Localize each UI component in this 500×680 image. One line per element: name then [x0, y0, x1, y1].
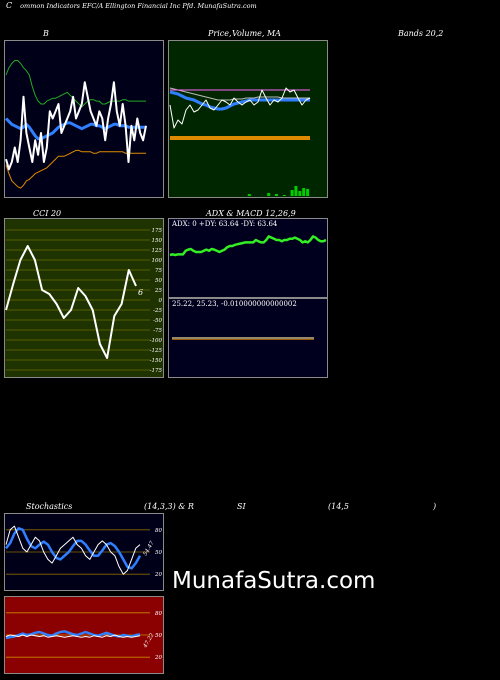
bollinger-lower-band	[5, 149, 146, 189]
cci-tick-label: 0	[159, 298, 163, 304]
adx-line	[169, 235, 327, 257]
cci-tick-label: 175	[152, 228, 163, 234]
cci-tick-label: 150	[152, 238, 163, 244]
price-ma-long-line	[169, 87, 310, 101]
cci-tick-label: 100	[152, 258, 163, 264]
bands-label: Bands 20,2	[398, 29, 444, 38]
volume-bar	[282, 195, 286, 196]
bollinger-upper-band	[5, 60, 146, 108]
bollinger-middle-band	[4, 117, 146, 141]
volume-bar	[302, 188, 306, 196]
cci-tick-label: -150	[150, 358, 163, 364]
volume-bar	[275, 194, 278, 196]
cci-tick-label: 125	[152, 248, 163, 254]
price-ma-price-line	[169, 87, 311, 129]
cci-tick-label: 75	[155, 268, 162, 274]
bollinger-price-line	[5, 81, 147, 171]
price-ma-support-band	[170, 136, 310, 140]
volume-bar	[247, 194, 251, 196]
price-ma-panel	[168, 40, 328, 198]
volume-bar	[298, 191, 302, 196]
stochastics-params-label: (14,3,3) & R	[144, 502, 194, 511]
page-title-initial: C	[6, 1, 13, 10]
rsi-params-label: (14,5	[328, 502, 349, 511]
volume-ma-label: Volume, MA	[232, 29, 281, 38]
cci-line	[5, 245, 137, 359]
rsi-label: SI	[237, 502, 246, 511]
macd-values: 25.22, 25.23, -0.010000000000002	[172, 300, 297, 308]
adx-values: ADX: 0 +DY: 63.64 -DY: 63.64	[172, 220, 278, 228]
stochastics-k-line	[5, 525, 141, 575]
adx-panel	[168, 218, 328, 298]
watermark: MunafaSutra.com	[172, 568, 376, 594]
price-label: Price,	[208, 29, 232, 38]
stochastics-label: Stochastics	[26, 502, 73, 511]
stochastics-current-value: 54.47	[143, 540, 156, 557]
volume-bar	[290, 190, 294, 196]
stochastics-d-line	[5, 527, 142, 570]
stochastics-tick-label: 80	[155, 528, 162, 534]
cci-tick-label: -100	[150, 338, 163, 344]
volume-bar	[294, 186, 298, 196]
page-title-rest: ommon Indicators EFC/A Ellington Financi…	[20, 2, 257, 10]
bollinger-label: B	[43, 29, 49, 38]
rsi-tick-label: 50	[155, 633, 162, 639]
cci-tick-label: -175	[150, 368, 163, 374]
rsi-params-close: )	[433, 502, 437, 511]
stochastics-tick-label: 50	[155, 550, 162, 556]
cci-current-value: 6	[138, 288, 143, 297]
cci-tick-label: -125	[150, 348, 163, 354]
rsi-tick-label: 80	[155, 611, 162, 617]
volume-bar	[267, 193, 271, 196]
cci-tick-label: -50	[153, 318, 162, 324]
adx-macd-label: ADX & MACD 12,26,9	[206, 209, 296, 218]
stochastics-tick-label: 20	[154, 572, 162, 578]
cci-tick-label: 25	[154, 288, 162, 294]
cci-label: CCI 20	[33, 209, 62, 218]
volume-bar	[306, 189, 310, 196]
rsi-tick-label: 20	[154, 655, 162, 661]
cci-panel	[4, 218, 164, 378]
cci-tick-label: -25	[153, 308, 162, 314]
cci-tick-label: -75	[153, 328, 162, 334]
price-ma-short-line	[169, 90, 310, 111]
rsi-line	[5, 634, 141, 638]
cci-tick-label: 50	[155, 278, 162, 284]
